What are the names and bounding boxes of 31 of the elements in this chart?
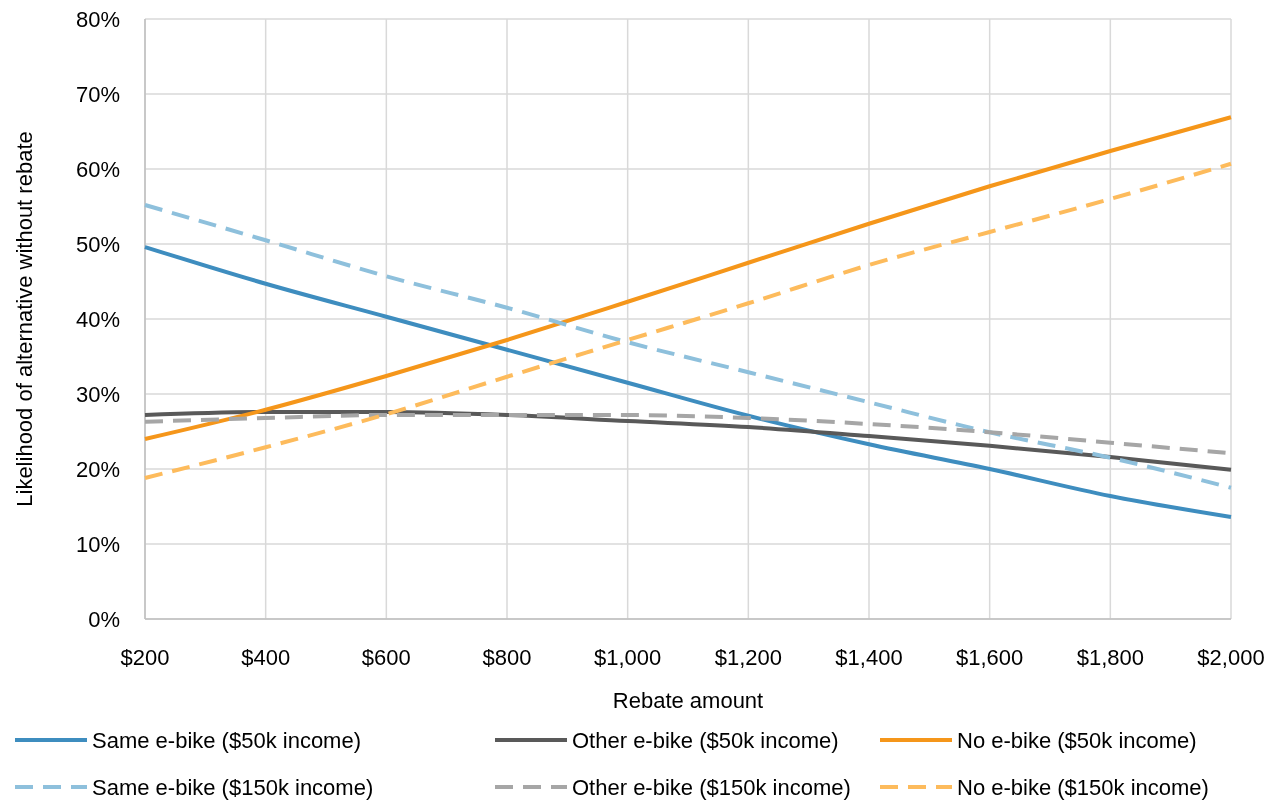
x-tick-label: $600 [361,645,411,670]
legend-label: Same e-bike ($150k income) [92,775,374,800]
y-tick-label: 80% [75,6,120,32]
x-axis-title: Rebate amount [612,688,764,713]
x-tick-label: $1,600 [956,645,1024,670]
x-tick-label: $1,000 [594,645,662,670]
legend-label: Other e-bike ($50k income) [572,728,839,753]
y-tick-label: 50% [75,231,120,257]
x-tick-label: $1,800 [1076,645,1144,670]
x-tick-label: $1,200 [714,645,782,670]
legend-label: No e-bike ($150k income) [957,775,1209,800]
legend-label: Other e-bike ($150k income) [572,775,851,800]
legend-label: Same e-bike ($50k income) [92,728,362,753]
line-series [143,245,1233,519]
y-tick-label: 20% [75,456,120,482]
y-tick-label: 40% [75,306,120,332]
line-series [143,161,1233,480]
legend-label: No e-bike ($50k income) [957,728,1197,753]
y-tick-label: 10% [75,531,120,557]
y-tick-label: 0% [88,606,120,632]
x-tick-label: $2,000 [1197,645,1265,670]
line-series [143,115,1233,441]
y-tick-label: 60% [75,156,120,182]
y-axis-title: Likelihood of alternative without rebate [12,131,37,507]
x-tick-label: $400 [241,645,291,670]
x-tick-label: $800 [482,645,532,670]
line-series [143,203,1233,490]
y-tick-label: 70% [75,81,120,107]
x-tick-label: $200 [120,645,170,670]
y-tick-label: 30% [75,381,120,407]
x-tick-label: $1,400 [835,645,903,670]
